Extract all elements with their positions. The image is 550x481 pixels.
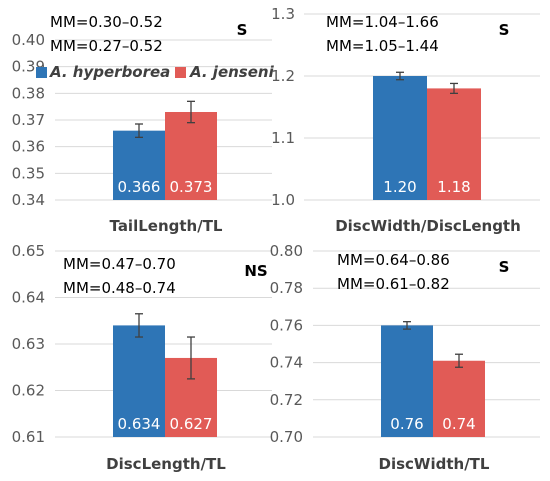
- range-annotation: MM=0.48–0.74: [63, 279, 176, 297]
- significance-label: S: [499, 21, 510, 39]
- y-tick-label: 0.35: [12, 164, 45, 182]
- significance-label: NS: [244, 262, 267, 280]
- bar-hyperborea: [113, 325, 165, 437]
- range-annotation: MM=0.27–0.52: [50, 37, 163, 55]
- y-tick-label: 1.0: [271, 191, 295, 209]
- chart-panel-1: 0.340.350.360.370.380.390.400.366 0.373Ta…: [12, 13, 272, 235]
- data-label-hyperborea: 0.366: [118, 178, 161, 196]
- chart-panel-3: 0.61 0.62 0.63 0.64 0.65 0.634 0.627 DiscLength…: [12, 242, 272, 473]
- bar-jenseni: [433, 360, 485, 437]
- range-annotation: MM=0.30–0.52: [50, 13, 163, 31]
- range-annotation: MM=1.05–1.44: [326, 37, 439, 55]
- y-tick-label: 0.74: [270, 354, 303, 372]
- chart-panel-2: 1.0 1.1 1.2 1.3 1.20 1.18 DiscWidth/DiscLength…: [271, 5, 540, 235]
- y-tick-label: 0.63: [12, 335, 45, 353]
- y-tick-label: 0.78: [270, 279, 303, 297]
- legend-swatch-hyperborea: [36, 67, 47, 78]
- legend: A. hyperborea A. jenseni: [36, 63, 275, 81]
- y-tick-label: 0.64: [12, 289, 45, 307]
- bar-hyperborea: [113, 130, 165, 200]
- data-label-jenseni: 0.627: [170, 415, 213, 433]
- range-annotation: MM=0.47–0.70: [63, 255, 176, 273]
- y-tick-label: 0.40: [12, 31, 45, 49]
- data-label-jenseni: 0.373: [170, 178, 213, 196]
- legend-swatch-jenseni: [175, 67, 186, 78]
- y-tick-label: 0.37: [12, 111, 45, 129]
- y-tick-label: 0.70: [270, 428, 303, 446]
- legend-label-hyperborea: A. hyperborea: [49, 63, 170, 81]
- legend-label-jenseni: A. jenseni: [189, 63, 275, 81]
- y-tick-label: 0.80: [270, 242, 303, 260]
- y-tick-label: 0.72: [270, 391, 303, 409]
- x-axis-label: TailLength/TL: [110, 217, 223, 235]
- y-tick-label: 0.38: [12, 84, 45, 102]
- significance-label: S: [237, 21, 248, 39]
- y-tick-label: 1.3: [271, 5, 295, 23]
- y-tick-label: 0.34: [12, 191, 45, 209]
- data-label-hyperborea: 0.634: [118, 415, 161, 433]
- bar-jenseni: [165, 112, 217, 200]
- range-annotation: MM=1.04–1.66: [326, 13, 439, 31]
- significance-label: S: [499, 258, 510, 276]
- x-axis-label: DiscWidth/DiscLength: [335, 217, 521, 235]
- y-tick-label: 1.2: [271, 67, 295, 85]
- range-annotation: MM=0.61–0.82: [337, 275, 450, 293]
- bar-hyperborea: [381, 325, 433, 437]
- y-tick-label: 0.65: [12, 242, 45, 260]
- data-label-jenseni: 0.74: [442, 415, 475, 433]
- y-tick-label: 0.62: [12, 382, 45, 400]
- x-axis-label: DiscWidth/TL: [379, 455, 490, 473]
- y-tick-label: 1.1: [271, 129, 295, 147]
- x-axis-label: DiscLength/TL: [106, 455, 226, 473]
- bar-jenseni: [427, 88, 481, 200]
- bar-hyperborea: [373, 76, 427, 200]
- y-tick-label: 0.61: [12, 428, 45, 446]
- data-label-hyperborea: 1.20: [383, 178, 416, 196]
- y-tick-label: 0.76: [270, 316, 303, 334]
- data-label-jenseni: 1.18: [437, 178, 470, 196]
- data-label-hyperborea: 0.76: [390, 415, 423, 433]
- range-annotation: MM=0.64–0.86: [337, 251, 450, 269]
- y-tick-label: 0.36: [12, 138, 45, 156]
- chart-panel-4: 0.70 0.72 0.74 0.76 0.78 0.80 0.76 0.74 DiscWidt…: [270, 242, 540, 473]
